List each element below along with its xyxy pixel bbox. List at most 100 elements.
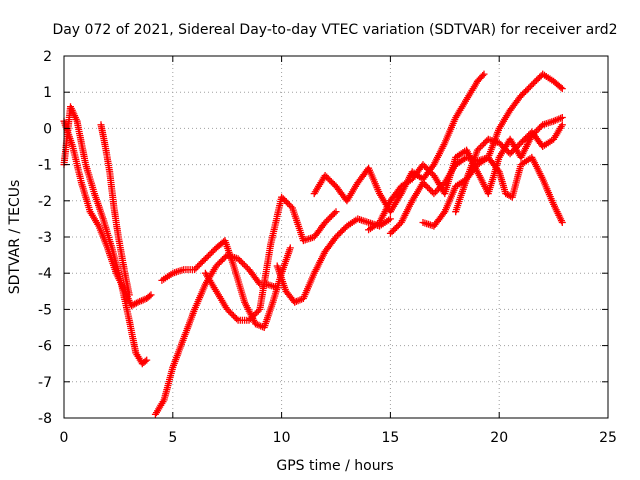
- data-point: [143, 356, 151, 364]
- series-track-l: [452, 121, 566, 216]
- data-point: [515, 140, 523, 148]
- data-point: [332, 208, 340, 216]
- data-point: [205, 252, 212, 260]
- data-point: [517, 139, 525, 147]
- data-point: [321, 219, 329, 226]
- data-point: [433, 187, 441, 194]
- data-point: [324, 215, 332, 223]
- series-track-k: [386, 153, 566, 237]
- y-tick-label: -4: [38, 266, 52, 282]
- data-point: [509, 147, 517, 155]
- data-point: [245, 316, 253, 324]
- data-point: [251, 310, 259, 318]
- data-point: [217, 257, 225, 265]
- data-point: [534, 75, 542, 83]
- data-point: [475, 145, 483, 153]
- data-point: [480, 140, 488, 148]
- y-tick-label: -7: [38, 375, 52, 391]
- y-tick-label: 1: [43, 85, 52, 101]
- data-point: [506, 150, 514, 158]
- x-tick-label: 15: [381, 430, 399, 446]
- data-point: [529, 79, 537, 87]
- data-point: [326, 176, 334, 184]
- data-point: [503, 147, 511, 155]
- data-point: [522, 87, 530, 95]
- data-point: [326, 214, 334, 222]
- data-point: [386, 229, 394, 237]
- data-point: [536, 124, 544, 132]
- data-point: [424, 165, 432, 173]
- data-point: [332, 233, 340, 241]
- data-point: [421, 180, 429, 188]
- data-point: [334, 231, 342, 239]
- series-track-j: [419, 70, 566, 230]
- data-point: [497, 140, 505, 148]
- data-point: [558, 85, 566, 93]
- data-point: [531, 78, 539, 86]
- data-point: [424, 183, 432, 191]
- data-point: [421, 162, 429, 170]
- data-point: [498, 142, 506, 150]
- data-point: [534, 125, 542, 133]
- data-point: [229, 312, 237, 320]
- data-point: [253, 309, 261, 316]
- data-point: [125, 291, 133, 299]
- data-point: [520, 89, 528, 97]
- data-point: [330, 209, 338, 217]
- data-point: [209, 247, 217, 255]
- data-point: [386, 215, 394, 223]
- data-point: [223, 305, 231, 313]
- data-point: [419, 179, 427, 187]
- data-point: [219, 256, 226, 264]
- data-point: [191, 266, 199, 274]
- data-point: [197, 259, 205, 267]
- data-point: [393, 223, 401, 231]
- data-point: [226, 309, 234, 316]
- series-track-e: [158, 237, 294, 331]
- y-tick-label: 2: [43, 49, 52, 65]
- data-point: [558, 121, 566, 129]
- data-point: [338, 227, 346, 235]
- data-point: [214, 260, 222, 268]
- data-point: [391, 225, 399, 233]
- data-point: [233, 315, 240, 323]
- data-point: [533, 76, 540, 84]
- data-point: [198, 258, 206, 266]
- data-point: [478, 142, 486, 149]
- data-point: [279, 195, 287, 203]
- data-point: [327, 212, 335, 220]
- data-point: [495, 139, 503, 147]
- y-tick-label: -6: [38, 339, 52, 355]
- data-point: [287, 203, 295, 210]
- data-point: [231, 313, 239, 321]
- data-point: [203, 253, 211, 261]
- data-point: [146, 292, 154, 300]
- x-tick-label: 25: [599, 430, 617, 446]
- data-point: [285, 201, 293, 209]
- y-tick-label: -2: [38, 194, 52, 210]
- data-point: [480, 70, 488, 78]
- data-point: [286, 244, 294, 252]
- data-point: [208, 249, 216, 256]
- data-point: [141, 357, 149, 365]
- data-point: [212, 262, 220, 270]
- data-point: [557, 83, 565, 91]
- data-point: [422, 164, 430, 172]
- data-point: [278, 193, 286, 201]
- data-point: [508, 148, 516, 156]
- data-point: [240, 261, 248, 269]
- data-point: [522, 134, 530, 142]
- data-point: [519, 137, 526, 145]
- data-point: [335, 230, 343, 238]
- data-point: [242, 263, 250, 270]
- chart-title: Day 072 of 2021, Sidereal Day-to-day VTE…: [52, 22, 617, 38]
- data-point: [501, 145, 509, 153]
- data-point: [523, 133, 531, 141]
- data-point: [514, 142, 522, 150]
- data-point: [473, 146, 481, 154]
- data-point: [419, 161, 427, 169]
- y-tick-label: -8: [38, 411, 52, 427]
- data-point: [327, 178, 335, 186]
- data-point: [234, 255, 242, 263]
- data-point: [247, 315, 254, 323]
